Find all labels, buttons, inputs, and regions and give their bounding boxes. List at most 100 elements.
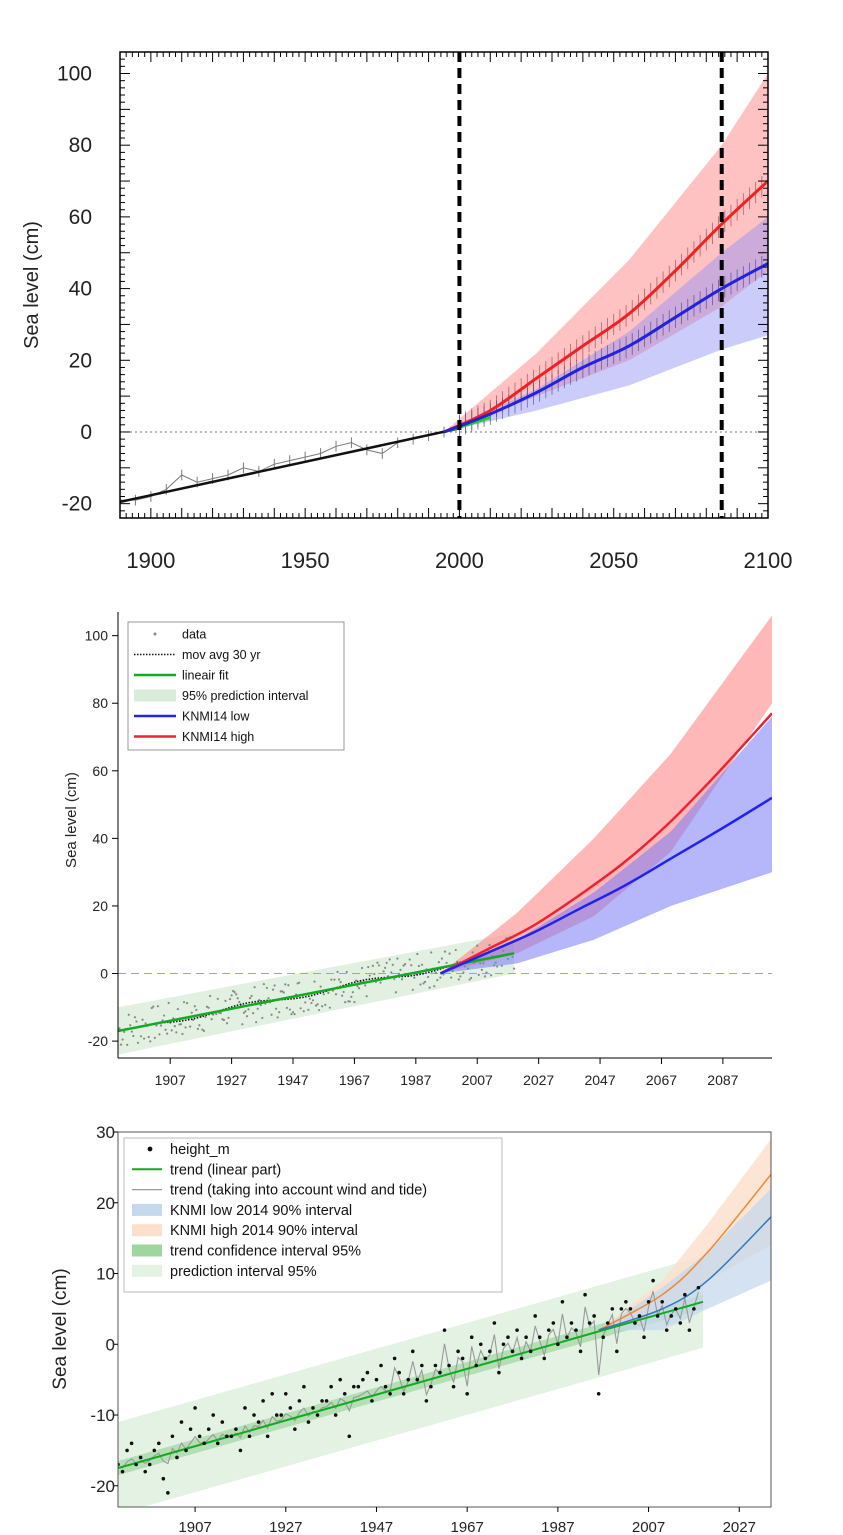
data-point	[328, 1006, 331, 1009]
plot-frame	[117, 1131, 772, 1508]
data-point	[655, 1314, 660, 1318]
data-point	[348, 1000, 351, 1003]
data-point	[456, 1349, 460, 1354]
data-point	[587, 1321, 592, 1325]
data-point	[454, 948, 457, 952]
data-point	[278, 1011, 281, 1014]
data-point	[410, 964, 413, 967]
data-point	[687, 1328, 692, 1332]
legend-label: 95% prediction interval	[182, 689, 308, 703]
data-point	[510, 1349, 515, 1354]
data-point	[158, 1033, 161, 1036]
chart-panel-2: 1907 1927 1947 1967 1987 2007 2027 2047 2067 2087…	[63, 612, 772, 1088]
x-tick-label: 2027	[723, 1519, 756, 1535]
data-point	[293, 1013, 296, 1016]
data-point	[129, 1024, 132, 1027]
data-point	[233, 991, 236, 994]
data-point	[315, 1413, 320, 1417]
data-point	[314, 1004, 318, 1007]
data-point	[678, 1321, 683, 1325]
data-point	[279, 1413, 284, 1417]
data-point	[377, 964, 381, 967]
x-tick-label: 2100	[744, 548, 793, 573]
data-point	[524, 1335, 528, 1339]
data-point	[482, 962, 485, 965]
data-point	[411, 988, 414, 991]
data-point	[202, 1441, 206, 1446]
data-point	[153, 1036, 156, 1039]
data-point	[251, 1012, 255, 1015]
data-point	[241, 1023, 244, 1026]
data-point	[660, 1300, 664, 1304]
data-point	[179, 1420, 184, 1424]
data-point	[382, 970, 385, 973]
data-point	[275, 1007, 278, 1010]
x-tick-label: 2007	[462, 1072, 493, 1088]
data-point	[394, 991, 397, 994]
data-point	[506, 1335, 510, 1339]
data-point	[225, 1434, 229, 1439]
data-point	[215, 1441, 220, 1446]
data-point	[173, 1025, 176, 1028]
legend-box	[127, 621, 345, 751]
data-point	[533, 1314, 537, 1318]
data-point	[190, 1011, 193, 1014]
x-tick-label: 1950	[281, 548, 330, 573]
data-point	[255, 1021, 258, 1024]
data-point	[560, 1300, 565, 1304]
data-point	[628, 1307, 633, 1311]
data-point	[248, 997, 252, 1000]
data-point	[463, 965, 467, 968]
plot-area	[120, 73, 768, 506]
data-point	[373, 972, 376, 976]
data-point	[247, 1008, 250, 1011]
knmi-low-band	[598, 1188, 771, 1331]
data-point	[202, 1029, 206, 1033]
data-point	[265, 986, 269, 990]
data-point	[410, 1349, 415, 1354]
data-point	[420, 963, 424, 966]
plot-area	[118, 615, 772, 1055]
data-point	[155, 1024, 158, 1027]
data-point	[423, 980, 427, 983]
data-point	[445, 961, 448, 964]
data-point	[143, 1469, 148, 1474]
data-point	[494, 961, 497, 964]
data-point	[476, 944, 479, 947]
data-point	[385, 961, 388, 964]
data-point	[126, 1043, 129, 1046]
data-point	[341, 994, 344, 997]
data-point	[403, 963, 407, 966]
data-point	[419, 983, 422, 986]
data-point	[302, 1010, 305, 1013]
data-point	[512, 967, 516, 970]
data-point	[142, 1037, 146, 1040]
data-point	[501, 1342, 506, 1347]
scenario-low-line	[443, 262, 768, 434]
data-point	[342, 990, 345, 994]
y-tick-label: 20	[96, 1194, 115, 1213]
data-point	[279, 990, 282, 993]
legend-marker	[132, 1244, 162, 1257]
data-point	[350, 995, 353, 998]
data-point	[318, 1008, 321, 1012]
data-point	[417, 964, 421, 968]
data-point	[156, 1005, 160, 1008]
data-point	[610, 1307, 615, 1311]
data-point	[442, 1328, 447, 1332]
data-point	[219, 1011, 222, 1015]
data-point	[477, 973, 480, 976]
data-point	[337, 978, 341, 981]
data-point	[367, 965, 370, 969]
data-point	[161, 1476, 166, 1481]
data-point	[519, 1356, 524, 1361]
data-point	[224, 999, 227, 1002]
chart-panel-1: 1900 1950 2000 2050 2100 -20 0 20 40 60 80 100 Sea l…	[21, 51, 793, 573]
data-point	[619, 1307, 624, 1311]
x-tick-label: 1907	[178, 1519, 211, 1535]
data-point	[271, 988, 275, 991]
data-point	[515, 1328, 519, 1332]
data-point	[127, 1013, 130, 1016]
data-point	[344, 1001, 347, 1004]
data-point	[356, 985, 359, 988]
